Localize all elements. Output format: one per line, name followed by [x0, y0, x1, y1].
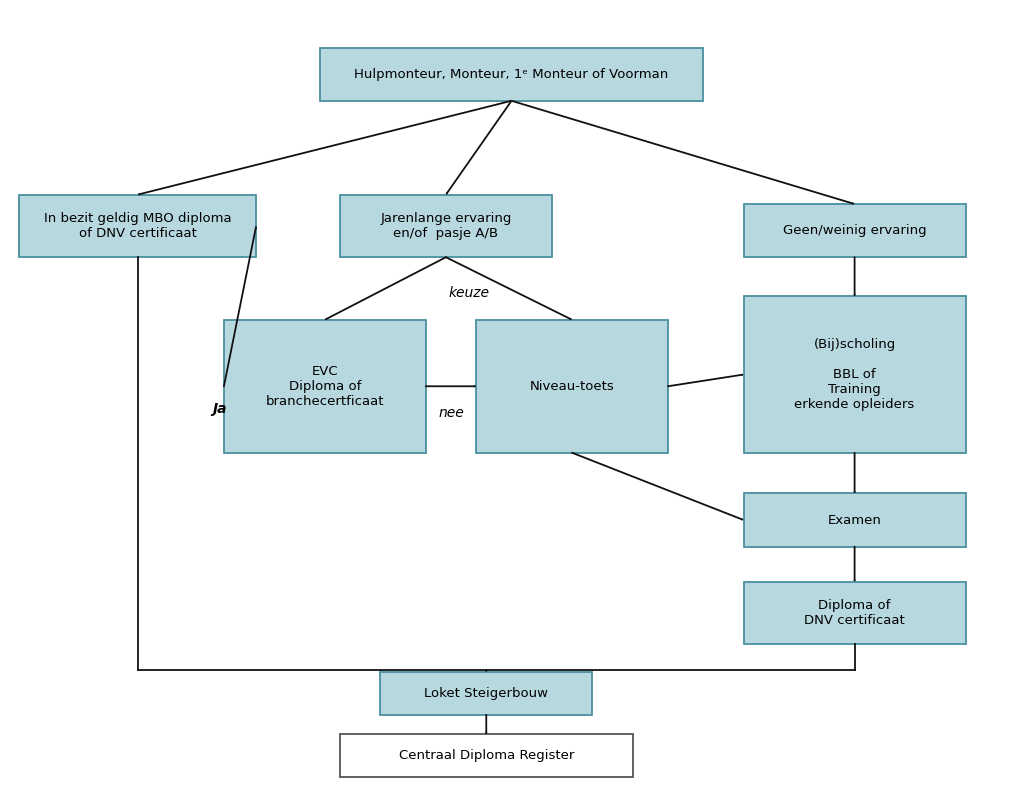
FancyBboxPatch shape [744, 296, 966, 453]
Text: keuze: keuze [448, 287, 489, 300]
FancyBboxPatch shape [744, 204, 966, 257]
Text: (Bij)scholing

BBL of
Training
erkende opleiders: (Bij)scholing BBL of Training erkende op… [795, 338, 915, 411]
FancyBboxPatch shape [224, 320, 426, 453]
FancyBboxPatch shape [340, 195, 551, 257]
Text: nee: nee [438, 406, 463, 419]
FancyBboxPatch shape [19, 195, 256, 257]
FancyBboxPatch shape [744, 494, 966, 547]
FancyBboxPatch shape [381, 672, 592, 715]
Text: In bezit geldig MBO diploma
of DNV certificaat: In bezit geldig MBO diploma of DNV certi… [44, 212, 231, 240]
FancyBboxPatch shape [320, 48, 703, 101]
Text: Niveau-toets: Niveau-toets [530, 380, 615, 392]
Text: EVC
Diploma of
branchecertficaat: EVC Diploma of branchecertficaat [266, 365, 384, 408]
Text: Diploma of
DNV certificaat: Diploma of DNV certificaat [804, 599, 905, 627]
Text: Hulpmonteur, Monteur, 1ᵉ Monteur of Voorman: Hulpmonteur, Monteur, 1ᵉ Monteur of Voor… [354, 68, 669, 80]
Text: Centraal Diploma Register: Centraal Diploma Register [399, 749, 574, 763]
Text: Ja: Ja [213, 402, 227, 416]
FancyBboxPatch shape [340, 734, 632, 778]
FancyBboxPatch shape [744, 582, 966, 645]
Text: Jarenlange ervaring
en/of  pasje A/B: Jarenlange ervaring en/of pasje A/B [381, 212, 512, 240]
Text: Geen/weinig ervaring: Geen/weinig ervaring [783, 224, 927, 237]
Text: Examen: Examen [828, 513, 882, 526]
Text: Loket Steigerbouw: Loket Steigerbouw [425, 687, 548, 700]
FancyBboxPatch shape [476, 320, 668, 453]
